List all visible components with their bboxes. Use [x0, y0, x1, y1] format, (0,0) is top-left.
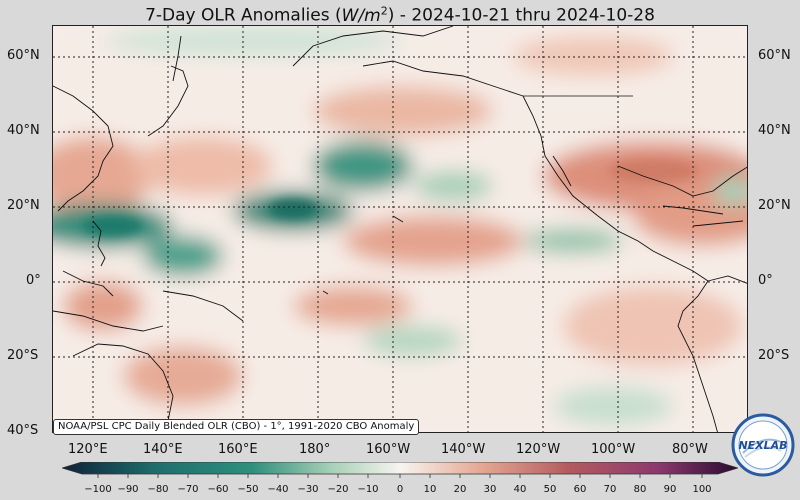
- olr-anomaly-map: [52, 25, 748, 433]
- colorbar-tick-label: 50: [543, 484, 557, 495]
- title-prefix: 7-Day OLR Anomalies (: [145, 5, 342, 26]
- title-unit-exp: 2: [380, 4, 388, 17]
- logo-text: NEXLAB: [738, 439, 787, 452]
- colorbar-tick-label: −20: [327, 484, 349, 495]
- nexlab-logo[interactable]: NEXLAB: [731, 413, 795, 477]
- colorbar-tick-label: 60: [573, 484, 587, 495]
- lon-label: 120°E: [68, 442, 108, 457]
- data-source-credit: NOAA/PSL CPC Daily Blended OLR (CBO) - 1…: [53, 419, 420, 435]
- anomaly-field: [53, 26, 747, 432]
- lat-label-right: 40°N: [758, 123, 791, 138]
- lon-label: 140°E: [143, 442, 183, 457]
- colorbar-tick-label: 10: [423, 484, 437, 495]
- lat-label-left: 20°N: [7, 198, 40, 213]
- map-canvas: [53, 26, 747, 432]
- lat-label-left: 60°N: [7, 48, 40, 63]
- lat-label-left: 20°S: [7, 348, 39, 363]
- colorbar-tick-label: 20: [453, 484, 467, 495]
- lat-label-left: 40°N: [7, 123, 40, 138]
- colorbar-tick-label: 70: [603, 484, 617, 495]
- lon-label: 160°E: [218, 442, 258, 457]
- lat-label-left: 0°: [26, 273, 41, 288]
- lat-label-right: 20°N: [758, 198, 791, 213]
- graticule: [53, 26, 747, 432]
- lat-label-right: 0°: [758, 273, 773, 288]
- lon-label: 100°W: [591, 442, 636, 457]
- lat-label-right: 60°N: [758, 48, 791, 63]
- lon-label: 140°W: [441, 442, 486, 457]
- colorbar-tick-label: 90: [663, 484, 677, 495]
- lat-label-right: 20°S: [758, 348, 790, 363]
- colorbar-ticks: [97, 474, 703, 478]
- coastlines: [53, 26, 747, 432]
- colorbar-tick-label: −30: [297, 484, 319, 495]
- colorbar: [62, 462, 738, 478]
- title-suffix: ) - 2024-10-21 thru 2024-10-28: [387, 5, 655, 26]
- lon-label: 160°W: [366, 442, 411, 457]
- title-unit: W/m2: [341, 4, 388, 26]
- colorbar-tick-label: −10: [357, 484, 379, 495]
- anomaly-cores: [83, 159, 698, 236]
- colorbar-tick-label: −70: [177, 484, 199, 495]
- colorbar-tick-label: 30: [483, 484, 497, 495]
- colorbar-tick-label: 100: [692, 484, 712, 495]
- lat-label-left: 40°S: [7, 423, 39, 438]
- lon-label: 120°W: [516, 442, 561, 457]
- colorbar-tick-label: −60: [207, 484, 229, 495]
- colorbar-tick-label: 80: [633, 484, 647, 495]
- colorbar-tick-label: −100: [84, 484, 112, 495]
- title-unit-base: W/m: [341, 5, 381, 26]
- colorbar-tick-label: −40: [267, 484, 289, 495]
- colorbar-tick-label: −90: [117, 484, 139, 495]
- colorbar-bar: [62, 462, 738, 475]
- colorbar-tick-label: −80: [147, 484, 169, 495]
- lon-label: 80°W: [672, 442, 708, 457]
- colorbar-tick-label: 40: [513, 484, 527, 495]
- colorbar-tick-label: −50: [237, 484, 259, 495]
- lon-label: 180°: [299, 442, 331, 457]
- map-title: 7-Day OLR Anomalies (W/m2) - 2024-10-21 …: [0, 0, 800, 27]
- colorbar-tick-label: 0: [396, 484, 404, 495]
